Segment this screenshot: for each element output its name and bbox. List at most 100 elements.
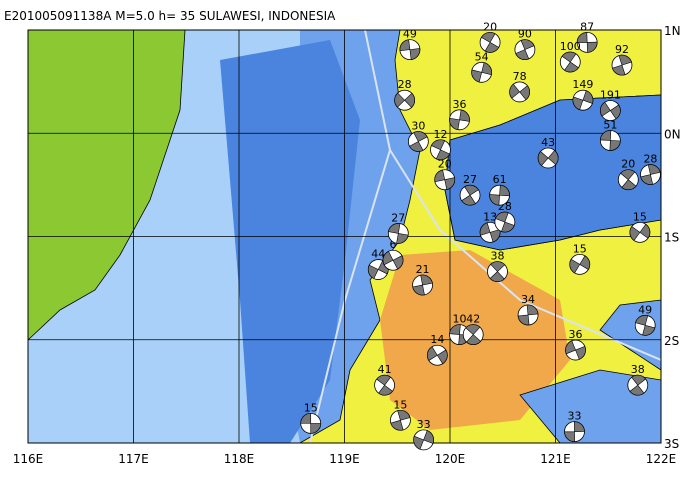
focal-mechanism [430, 139, 451, 161]
depth-label: 12 [434, 128, 448, 141]
depth-label: 38 [490, 250, 504, 263]
depth-label: 28 [398, 78, 412, 91]
y-tick-label: 2S [664, 334, 679, 348]
depth-label: 34 [521, 293, 535, 306]
compression-quadrant [564, 421, 585, 442]
focal-mechanism [387, 223, 409, 244]
depth-label: 15 [304, 401, 318, 414]
depth-label: 43 [541, 136, 555, 149]
focal-mechanism [565, 339, 586, 361]
depth-label: 10 [452, 313, 466, 326]
depth-label: 87 [580, 20, 594, 33]
depth-label: 28 [643, 153, 657, 166]
y-tick-label: 1N [664, 24, 681, 38]
depth-label: 49 [403, 28, 417, 41]
depth-label: 78 [513, 70, 527, 83]
compression-quadrant [635, 314, 656, 336]
compression-quadrant [620, 169, 637, 190]
compression-quadrant [629, 374, 647, 396]
depth-label: 30 [411, 120, 425, 133]
compression-quadrant [517, 304, 539, 326]
focal-mechanism [640, 164, 661, 185]
compression-quadrant [399, 39, 421, 60]
focal-mechanism [407, 131, 429, 152]
focal-mechanism [412, 274, 433, 296]
focal-mechanism [611, 54, 633, 76]
depth-label: 6 [390, 238, 397, 251]
y-tick-label: 1S [664, 231, 679, 245]
compression-quadrant [489, 261, 506, 282]
focal-mechanism [517, 304, 539, 326]
focal-mechanism [382, 249, 404, 271]
depth-label: 21 [416, 263, 430, 276]
focal-mechanism [489, 184, 510, 206]
depth-label: 51 [603, 118, 617, 131]
focal-mechanism [459, 184, 481, 206]
focal-mechanism [617, 169, 639, 191]
focal-mechanism [599, 130, 621, 151]
focal-mechanism [629, 221, 651, 243]
compression-quadrant [388, 223, 409, 244]
compression-quadrant [300, 413, 322, 434]
compression-quadrant [600, 130, 621, 151]
focal-mechanism [509, 81, 531, 103]
focal-mechanism [559, 51, 581, 73]
depth-label: 61 [493, 173, 507, 186]
compression-quadrant [427, 346, 448, 365]
compression-quadrant [471, 62, 492, 83]
depth-label: 36 [569, 328, 583, 341]
x-tick-label: 119E [329, 452, 360, 466]
depth-label: 14 [430, 333, 444, 346]
title: E201005091138A M=5.0 h= 35 SULAWESI, IND… [4, 9, 336, 23]
depth-label: 27 [463, 173, 477, 186]
compression-quadrant [376, 374, 393, 396]
focal-mechanism [449, 109, 470, 131]
x-tick-label: 117E [118, 452, 149, 466]
x-tick-label: 120E [435, 452, 466, 466]
compression-quadrant [434, 169, 456, 190]
compression-quadrant [569, 255, 591, 274]
compression-quadrant [409, 131, 428, 152]
focal-mechanism [390, 409, 411, 431]
focal-mechanism [300, 412, 322, 434]
focal-mechanism [537, 147, 559, 169]
focal-mechanism [479, 31, 501, 53]
x-tick-label: 121E [540, 452, 571, 466]
depth-label: 92 [615, 43, 629, 56]
focal-mechanism [576, 31, 598, 53]
compression-quadrant [640, 164, 661, 185]
depth-label: 20 [621, 158, 635, 171]
focal-mechanism [569, 253, 591, 275]
depth-label: 20 [438, 158, 452, 171]
depth-label: 90 [518, 28, 532, 41]
compression-quadrant [390, 409, 411, 431]
compression-quadrant [629, 223, 651, 241]
focal-mechanism [487, 261, 508, 283]
depth-label: 42 [466, 313, 480, 326]
focal-mechanism [514, 39, 536, 61]
focal-mechanism [462, 324, 484, 345]
depth-label: 149 [572, 78, 593, 91]
depth-label: 44 [371, 248, 385, 261]
x-tick-label: 118E [224, 452, 255, 466]
depth-label: 49 [638, 303, 652, 316]
focal-mechanism [627, 374, 649, 396]
compression-quadrant [495, 211, 515, 233]
compression-quadrant [572, 90, 594, 111]
compression-quadrant [449, 109, 470, 131]
compression-quadrant [461, 184, 479, 206]
compression-quadrant [382, 250, 404, 270]
focal-mechanism [564, 421, 585, 443]
compression-quadrant [413, 430, 434, 450]
depth-label: 54 [475, 50, 489, 63]
compression-quadrant [431, 139, 450, 161]
depth-label: 15 [573, 242, 587, 255]
depth-label: 20 [483, 20, 497, 33]
depth-label: 41 [378, 363, 392, 376]
depth-label: 33 [567, 410, 581, 423]
focal-mechanism [434, 169, 456, 191]
compression-quadrant [412, 274, 433, 296]
focal-mechanism [394, 89, 416, 111]
compression-quadrant [481, 32, 500, 53]
depth-label: 38 [631, 363, 645, 376]
